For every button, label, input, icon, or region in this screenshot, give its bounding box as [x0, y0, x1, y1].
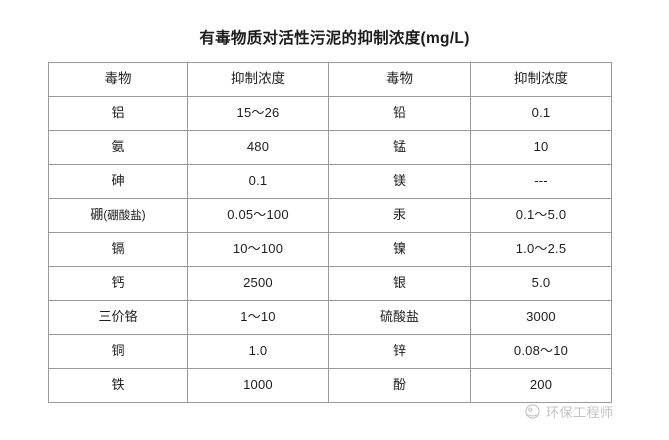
cell-concentration-left: 2500: [187, 266, 329, 301]
cell-toxin-left: 铜: [48, 334, 188, 369]
table-row: 铝 15～26 铅 0.1: [48, 96, 612, 131]
cell-toxin-right: 汞: [328, 198, 471, 233]
cell-toxin-right: 锰: [328, 130, 471, 165]
table-row: 铜 1.0 锌 0.08～10: [48, 334, 612, 369]
cell-concentration-right: 200: [470, 368, 612, 403]
cell-concentration-right: 10: [470, 130, 612, 165]
cell-toxin-right: 镁: [328, 164, 471, 199]
cell-concentration-right: 1.0～2.5: [470, 232, 612, 267]
cell-toxin-left: 氨: [48, 130, 188, 165]
table-row: 砷 0.1 镁 ---: [48, 164, 612, 199]
table-header-row: 毒物 抑制浓度 毒物 抑制浓度: [48, 62, 612, 97]
cell-concentration-left: 10～100: [187, 232, 329, 267]
column-header-toxin-right: 毒物: [328, 62, 471, 97]
cell-toxin-left: 镉: [48, 232, 188, 267]
table-row: 硼(硼酸盐) 0.05～100 汞 0.1～5.0: [48, 198, 612, 233]
cell-toxin-right: 硫酸盐: [328, 300, 471, 335]
table-row: 镉 10～100 镍 1.0～2.5: [48, 232, 612, 267]
table-body: 铝 15～26 铅 0.1 氨 480 锰 10 砷 0.1 镁 --- 硼(硼酸盐) 0.05～100 汞…: [48, 96, 612, 403]
cell-toxin-left: 砷: [48, 164, 188, 199]
cell-toxin-right: 铅: [328, 96, 471, 131]
table-header: 毒物 抑制浓度 毒物 抑制浓度: [48, 62, 612, 97]
table-row: 铁 1000 酚 200: [48, 368, 612, 403]
cell-concentration-right: 0.08～10: [470, 334, 612, 369]
cell-toxin-right: 酚: [328, 368, 471, 403]
cell-toxin-right: 银: [328, 266, 471, 301]
toxicity-table-container: 毒物 抑制浓度 毒物 抑制浓度 铝 15～26 铅 0.1 氨 480 锰 10 砷 0.1 镁 --…: [48, 62, 612, 403]
cell-toxin-left: 钙: [48, 266, 188, 301]
cell-concentration-left: 15～26: [187, 96, 329, 131]
cell-concentration-right: 5.0: [470, 266, 612, 301]
cell-concentration-right: 3000: [470, 300, 612, 335]
cell-toxin-right: 锌: [328, 334, 471, 369]
cell-toxin-left: 三价铬: [48, 300, 188, 335]
cell-toxin-left: 硼(硼酸盐): [48, 198, 188, 233]
cell-toxin-right: 镍: [328, 232, 471, 267]
cell-concentration-right: ---: [470, 164, 612, 199]
table-row: 三价铬 1～10 硫酸盐 3000: [48, 300, 612, 335]
cell-concentration-left: 1～10: [187, 300, 329, 335]
watermark-label: 环保工程师: [546, 405, 614, 420]
watermark: 环保工程师: [524, 402, 614, 421]
table-row: 钙 2500 银 5.0: [48, 266, 612, 301]
cell-concentration-left: 1.0: [187, 334, 329, 369]
cell-toxin-left-qualifier: (硼酸盐): [103, 210, 146, 223]
column-header-concentration-left: 抑制浓度: [187, 62, 329, 97]
cell-toxin-left: 铁: [48, 368, 188, 403]
column-header-toxin-left: 毒物: [48, 62, 188, 97]
table-row: 氨 480 锰 10: [48, 130, 612, 165]
toxicity-table: 毒物 抑制浓度 毒物 抑制浓度 铝 15～26 铅 0.1 氨 480 锰 10 砷 0.1 镁 --…: [48, 62, 612, 403]
cell-concentration-left: 1000: [187, 368, 329, 403]
cell-concentration-left: 480: [187, 130, 329, 165]
cell-concentration-right: 0.1～5.0: [470, 198, 612, 233]
column-header-concentration-right: 抑制浓度: [470, 62, 612, 97]
cell-concentration-left: 0.05～100: [187, 198, 329, 233]
cell-toxin-left: 铝: [48, 96, 188, 131]
circle-logo-icon: [524, 403, 541, 420]
cell-concentration-left: 0.1: [187, 164, 329, 199]
cell-concentration-right: 0.1: [470, 96, 612, 131]
page-title: 有毒物质对活性污泥的抑制浓度(mg/L): [199, 30, 470, 47]
